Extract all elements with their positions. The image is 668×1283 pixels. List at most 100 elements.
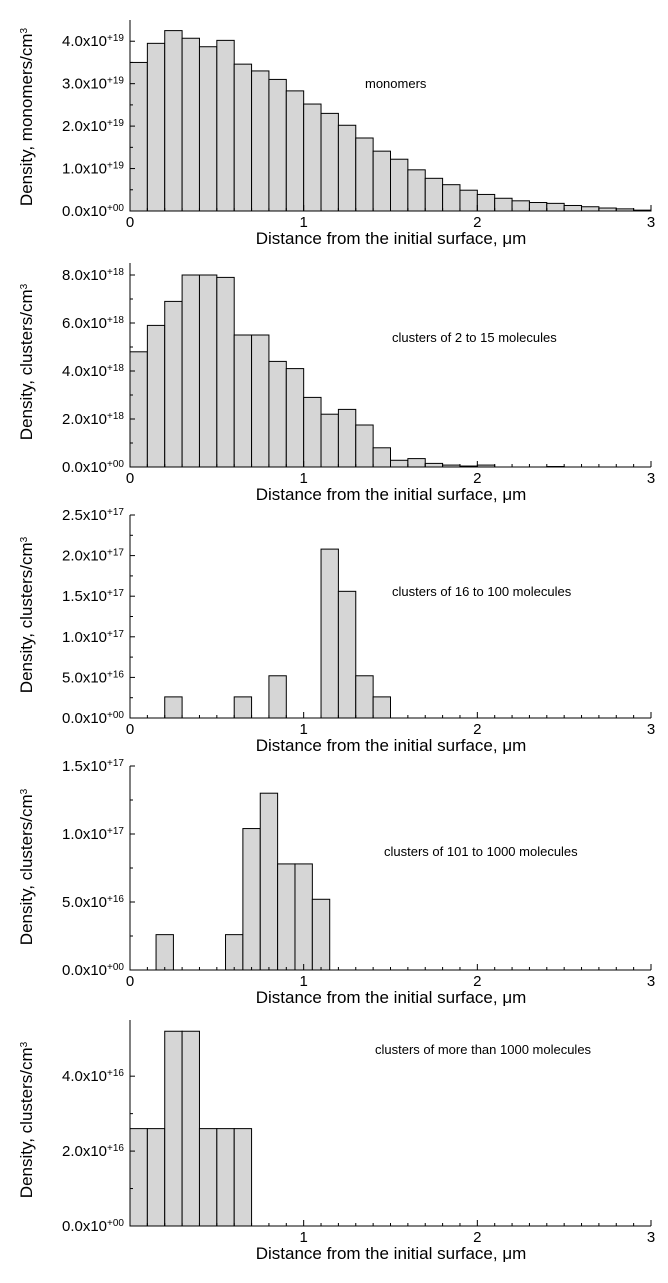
histogram-bar bbox=[337, 408, 357, 468]
histogram-bar bbox=[146, 1128, 166, 1227]
histogram-bar bbox=[355, 675, 374, 719]
histogram-bar bbox=[216, 276, 235, 468]
x-tick-label: 1 bbox=[299, 470, 307, 487]
histogram-bar bbox=[164, 1030, 183, 1227]
panel-annotation: clusters of more than 1000 molecules bbox=[375, 1042, 592, 1057]
histogram-bar bbox=[476, 193, 496, 212]
histogram-bar bbox=[320, 548, 339, 719]
x-axis-title: Distance from the initial surface, μm bbox=[256, 485, 527, 504]
x-tick-label: 2 bbox=[473, 214, 481, 231]
x-tick-label: 2 bbox=[473, 721, 481, 738]
histogram-bar bbox=[311, 898, 331, 971]
histogram-bar bbox=[337, 124, 357, 212]
histogram-bar bbox=[216, 1128, 235, 1227]
y-tick-label: 0.0x10+00 bbox=[62, 203, 124, 221]
x-tick-label: 1 bbox=[299, 721, 307, 738]
histogram-bar bbox=[268, 675, 287, 719]
y-tick-label: 1.0x10+17 bbox=[62, 826, 124, 844]
y-tick-label: 4.0x10+18 bbox=[62, 363, 124, 381]
x-tick-label: 0 bbox=[126, 214, 134, 231]
histogram-bar bbox=[198, 46, 218, 212]
histogram-bar bbox=[277, 863, 296, 971]
x-tick-label: 0 bbox=[126, 721, 134, 738]
histogram-bar bbox=[581, 206, 600, 212]
y-tick-label: 0.0x10+00 bbox=[62, 962, 124, 980]
histogram-bar bbox=[511, 200, 530, 212]
histogram-bar bbox=[251, 334, 270, 468]
histogram-bar bbox=[372, 150, 391, 212]
histogram-bar bbox=[259, 792, 279, 971]
histogram-bar bbox=[129, 1128, 148, 1227]
x-tick-label: 3 bbox=[647, 721, 655, 738]
y-tick-label: 0.0x10+00 bbox=[62, 459, 124, 477]
y-tick-label: 8.0x10+18 bbox=[62, 267, 124, 285]
x-tick-label: 2 bbox=[473, 470, 481, 487]
histogram-bar bbox=[233, 334, 253, 468]
histogram-bar bbox=[320, 112, 339, 212]
x-tick-label: 0 bbox=[126, 973, 134, 990]
histogram-bar bbox=[251, 70, 270, 212]
y-axis-title: Density, clusters/cm3 bbox=[17, 1041, 36, 1198]
histogram-bar bbox=[294, 863, 313, 971]
y-tick-label: 1.5x10+17 bbox=[62, 588, 124, 606]
histogram-bar bbox=[155, 934, 174, 971]
y-tick-label: 4.0x10+19 bbox=[62, 33, 124, 51]
panel-clusters-101-to-1000: 0 1 2 3 0.0x10+00 5.0x10+16 1.0x10+17 1.5x10+17… bbox=[17, 758, 655, 1008]
histogram-bar bbox=[563, 204, 583, 212]
y-tick-label: 1.0x10+19 bbox=[62, 160, 124, 178]
histogram-bar bbox=[303, 103, 322, 212]
x-tick-label: 1 bbox=[299, 214, 307, 231]
histogram-bar bbox=[303, 396, 322, 468]
y-tick-label: 5.0x10+16 bbox=[62, 894, 124, 912]
panel-clusters-2-to-15: 0 1 2 3 0.0x10+00 2.0x10+18 4.0x10+18 6.0x10+18… bbox=[17, 263, 655, 504]
histogram-bar bbox=[546, 202, 565, 212]
y-tick-label: 0.0x10+00 bbox=[62, 1218, 124, 1236]
histogram-bar bbox=[494, 197, 513, 212]
histogram-bar bbox=[355, 137, 374, 212]
x-tick-label: 1 bbox=[299, 973, 307, 990]
x-tick-label: 3 bbox=[647, 973, 655, 990]
x-tick-label: 3 bbox=[647, 1229, 655, 1246]
histogram-bar bbox=[372, 696, 391, 719]
histogram-bar bbox=[424, 177, 444, 212]
y-axis-title: Density, clusters/cm3 bbox=[17, 536, 36, 693]
y-tick-label: 2.0x10+17 bbox=[62, 547, 124, 565]
axis-lines bbox=[129, 515, 651, 719]
histogram-bar bbox=[285, 90, 305, 212]
histogram-bar bbox=[407, 458, 426, 468]
histogram-bar bbox=[528, 202, 548, 212]
histogram-bar bbox=[233, 1128, 253, 1227]
histogram-bar bbox=[407, 169, 426, 212]
histogram-bar bbox=[442, 184, 461, 212]
x-axis-title: Distance from the initial surface, μm bbox=[256, 229, 527, 248]
y-tick-label: 5.0x10+16 bbox=[62, 669, 124, 687]
y-tick-label: 6.0x10+18 bbox=[62, 315, 124, 333]
histogram-bar bbox=[198, 1128, 218, 1227]
axis-lines bbox=[129, 766, 651, 971]
histogram-bar bbox=[181, 274, 200, 468]
y-tick-label: 2.0x10+19 bbox=[62, 118, 124, 136]
histogram-bar bbox=[459, 189, 478, 212]
histogram-bar bbox=[164, 696, 183, 719]
x-axis-title: Distance from the initial surface, μm bbox=[256, 736, 527, 755]
histogram-bar bbox=[146, 324, 166, 468]
panel-monomers: 0 1 2 3 0.0x10+00 1.0x10+19 2.0x10+19 3.0x10+19… bbox=[17, 20, 655, 248]
y-tick-label: 4.0x10+16 bbox=[62, 1068, 124, 1086]
panel-annotation: monomers bbox=[365, 76, 427, 91]
histogram-bar bbox=[216, 39, 235, 212]
y-axis-title: Density, clusters/cm3 bbox=[17, 788, 36, 945]
histogram-bar bbox=[181, 37, 200, 212]
y-axis-title: Density, monomers/cm3 bbox=[17, 28, 36, 207]
histogram-bar bbox=[285, 368, 305, 468]
y-tick-label: 3.0x10+19 bbox=[62, 75, 124, 93]
histogram-bar bbox=[225, 934, 244, 971]
panel-clusters-over-1000: 1 2 3 0.0x10+00 2.0x10+16 4.0x10+16 Distance f… bbox=[17, 1020, 655, 1263]
panel-annotation: clusters of 101 to 1000 molecules bbox=[384, 844, 578, 859]
x-tick-label: 0 bbox=[126, 470, 134, 487]
histogram-bar bbox=[146, 42, 166, 212]
y-tick-label: 0.0x10+00 bbox=[62, 710, 124, 728]
panel-clusters-16-to-100: 0 1 2 3 0.0x10+00 5.0x10+16 1.0x10+17 1.5x10+17… bbox=[17, 507, 655, 756]
y-tick-label: 2.0x10+16 bbox=[62, 1143, 124, 1161]
histogram-bar bbox=[233, 696, 253, 719]
x-tick-label: 2 bbox=[473, 973, 481, 990]
